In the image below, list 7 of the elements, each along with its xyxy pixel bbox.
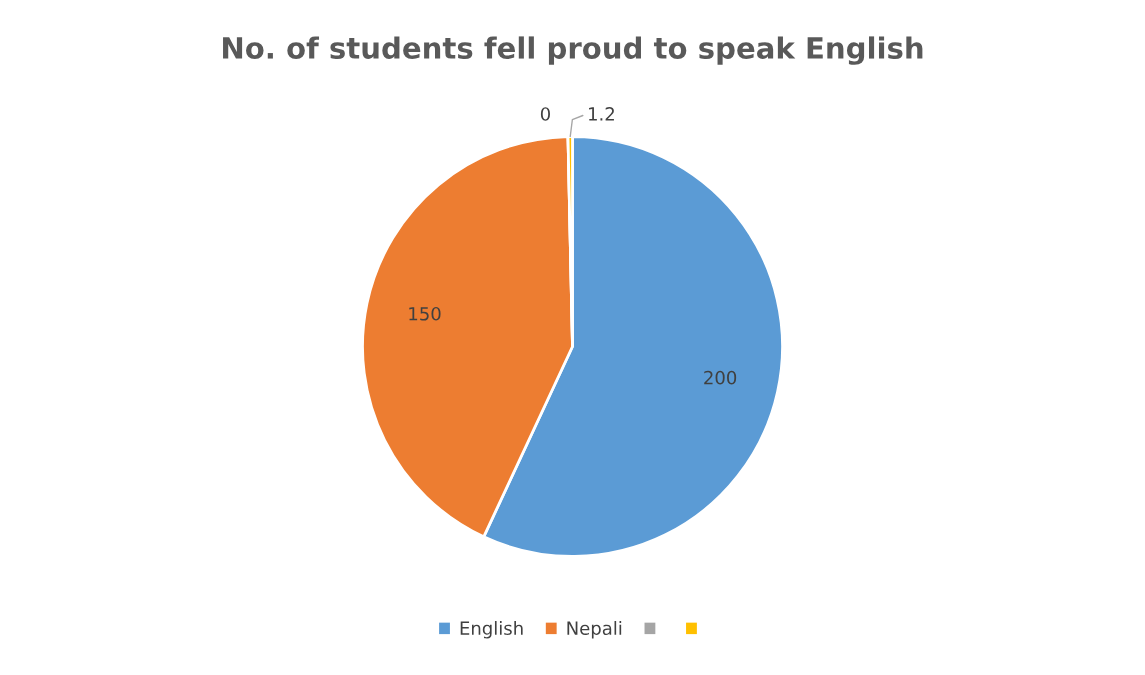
text: 0 <box>540 107 550 121</box>
legend-label: English <box>460 621 523 639</box>
data-label: 150 <box>409 306 441 321</box>
data-label: 1.2 <box>589 107 614 121</box>
chart-title: No. of students fell proud to speak English <box>223 36 923 65</box>
legend-label: Nepali <box>567 621 622 639</box>
data-label: 200 <box>704 370 737 385</box>
